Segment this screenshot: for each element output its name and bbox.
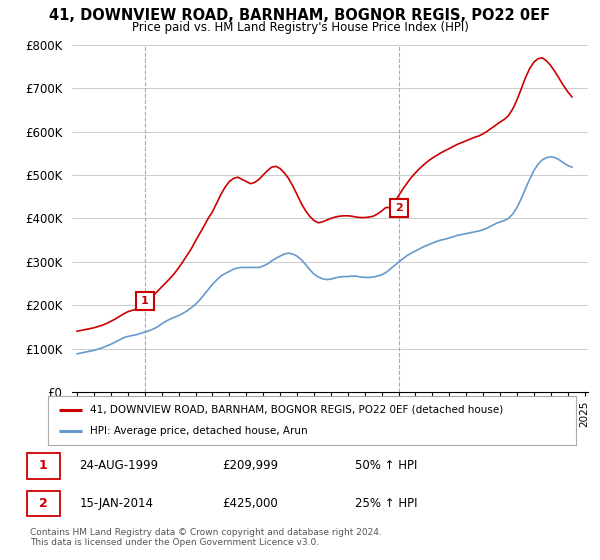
Text: 1: 1	[39, 459, 47, 472]
Text: 2: 2	[395, 203, 403, 213]
Text: 25% ↑ HPI: 25% ↑ HPI	[355, 497, 418, 510]
Text: 2: 2	[39, 497, 47, 510]
Text: 1: 1	[141, 296, 149, 306]
Text: 24-AUG-1999: 24-AUG-1999	[79, 459, 158, 472]
Text: Price paid vs. HM Land Registry's House Price Index (HPI): Price paid vs. HM Land Registry's House …	[131, 21, 469, 34]
Text: 15-JAN-2014: 15-JAN-2014	[79, 497, 153, 510]
Text: 41, DOWNVIEW ROAD, BARNHAM, BOGNOR REGIS, PO22 0EF (detached house): 41, DOWNVIEW ROAD, BARNHAM, BOGNOR REGIS…	[90, 405, 503, 415]
FancyBboxPatch shape	[27, 453, 60, 479]
Text: 50% ↑ HPI: 50% ↑ HPI	[355, 459, 418, 472]
Text: HPI: Average price, detached house, Arun: HPI: Average price, detached house, Arun	[90, 426, 308, 436]
Text: 41, DOWNVIEW ROAD, BARNHAM, BOGNOR REGIS, PO22 0EF: 41, DOWNVIEW ROAD, BARNHAM, BOGNOR REGIS…	[49, 8, 551, 24]
Text: £209,999: £209,999	[223, 459, 279, 472]
Text: Contains HM Land Registry data © Crown copyright and database right 2024.
This d: Contains HM Land Registry data © Crown c…	[30, 528, 382, 547]
FancyBboxPatch shape	[27, 491, 60, 516]
Text: £425,000: £425,000	[223, 497, 278, 510]
